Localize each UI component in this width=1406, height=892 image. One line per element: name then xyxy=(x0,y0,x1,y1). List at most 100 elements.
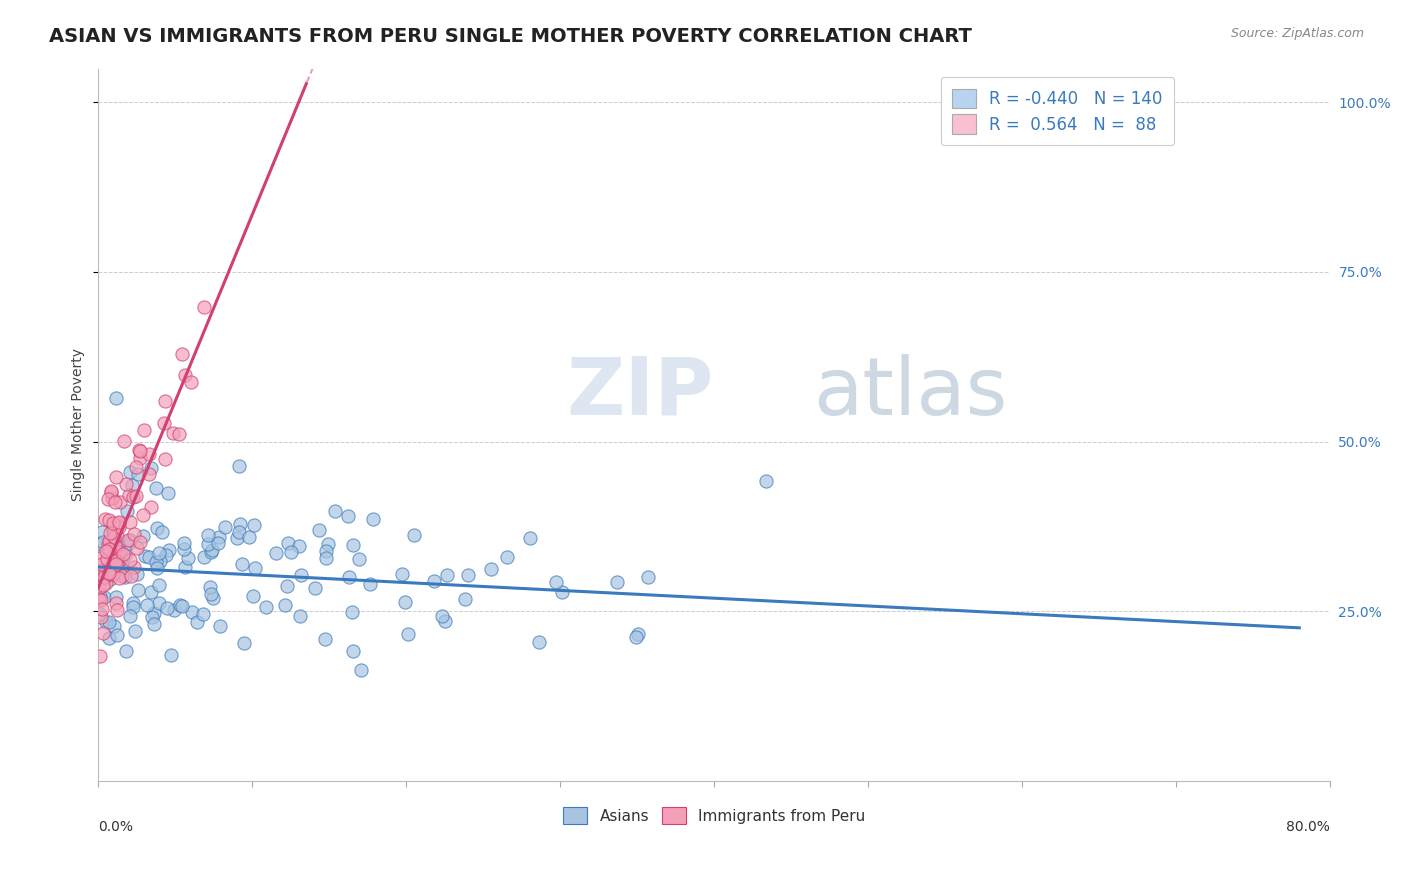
Point xyxy=(496,550,519,565)
Point xyxy=(276,579,298,593)
Point xyxy=(104,542,127,557)
Point xyxy=(112,434,135,449)
Point xyxy=(163,603,186,617)
Point xyxy=(145,555,167,569)
Point xyxy=(434,614,457,628)
Point xyxy=(103,549,125,563)
Point xyxy=(201,543,224,558)
Point xyxy=(108,516,131,530)
Point xyxy=(104,596,127,610)
Point xyxy=(342,538,364,552)
Point xyxy=(198,580,221,594)
Point xyxy=(150,524,173,539)
Point xyxy=(159,648,181,663)
Point xyxy=(97,632,120,646)
Point xyxy=(129,535,152,549)
Point xyxy=(93,591,115,605)
Point xyxy=(315,544,337,558)
Point xyxy=(457,568,479,582)
Point xyxy=(254,599,277,614)
Text: 80.0%: 80.0% xyxy=(1286,820,1330,834)
Text: ZIP: ZIP xyxy=(567,353,714,432)
Point xyxy=(97,566,120,580)
Point xyxy=(173,541,195,556)
Point xyxy=(125,460,148,475)
Point xyxy=(97,537,120,551)
Point xyxy=(118,488,141,502)
Point xyxy=(128,442,150,457)
Point xyxy=(104,495,127,509)
Point xyxy=(423,574,446,589)
Point xyxy=(90,525,112,540)
Point xyxy=(115,476,138,491)
Y-axis label: Single Mother Poverty: Single Mother Poverty xyxy=(72,348,86,501)
Point xyxy=(118,515,141,529)
Point xyxy=(108,520,131,534)
Point xyxy=(404,528,426,542)
Point xyxy=(89,592,111,607)
Point xyxy=(103,516,125,530)
Point xyxy=(238,530,260,544)
Point xyxy=(107,518,129,533)
Point xyxy=(149,554,172,568)
Point xyxy=(94,615,117,629)
Point xyxy=(231,558,253,572)
Point xyxy=(394,595,416,609)
Point xyxy=(125,489,148,503)
Point xyxy=(108,571,131,585)
Point xyxy=(100,491,122,505)
Point xyxy=(264,546,287,560)
Point xyxy=(97,533,120,548)
Point xyxy=(105,590,128,604)
Point xyxy=(155,549,177,563)
Point xyxy=(89,607,111,622)
Point xyxy=(94,571,117,585)
Point xyxy=(114,570,136,584)
Point xyxy=(105,529,128,543)
Point xyxy=(128,443,150,458)
Point xyxy=(454,592,477,607)
Point xyxy=(98,564,121,578)
Point xyxy=(112,547,135,561)
Point xyxy=(100,484,122,499)
Point xyxy=(98,526,121,541)
Point xyxy=(755,474,778,488)
Point xyxy=(316,537,339,551)
Point xyxy=(197,537,219,551)
Point xyxy=(363,512,385,526)
Point xyxy=(97,492,120,507)
Point xyxy=(107,556,129,570)
Point xyxy=(180,375,202,389)
Legend: Asians, Immigrants from Peru: Asians, Immigrants from Peru xyxy=(557,801,872,830)
Point xyxy=(100,567,122,582)
Point xyxy=(107,539,129,553)
Point xyxy=(103,619,125,633)
Point xyxy=(100,485,122,500)
Point xyxy=(170,346,193,360)
Point xyxy=(148,578,170,592)
Point xyxy=(200,587,222,601)
Point xyxy=(103,525,125,540)
Point xyxy=(89,550,111,565)
Point xyxy=(136,599,159,613)
Point xyxy=(105,602,128,616)
Point xyxy=(120,568,142,582)
Point xyxy=(105,628,128,642)
Point xyxy=(207,536,229,550)
Point xyxy=(233,636,256,650)
Point xyxy=(110,544,132,558)
Point xyxy=(107,549,129,564)
Point xyxy=(627,627,650,641)
Point xyxy=(288,539,311,553)
Point xyxy=(308,524,330,538)
Point xyxy=(242,589,264,603)
Point xyxy=(121,596,143,610)
Point xyxy=(89,589,111,603)
Point xyxy=(201,591,224,605)
Point xyxy=(108,495,131,509)
Point xyxy=(177,551,200,566)
Point xyxy=(288,609,311,624)
Point xyxy=(225,531,247,545)
Point xyxy=(104,554,127,568)
Point xyxy=(145,521,167,535)
